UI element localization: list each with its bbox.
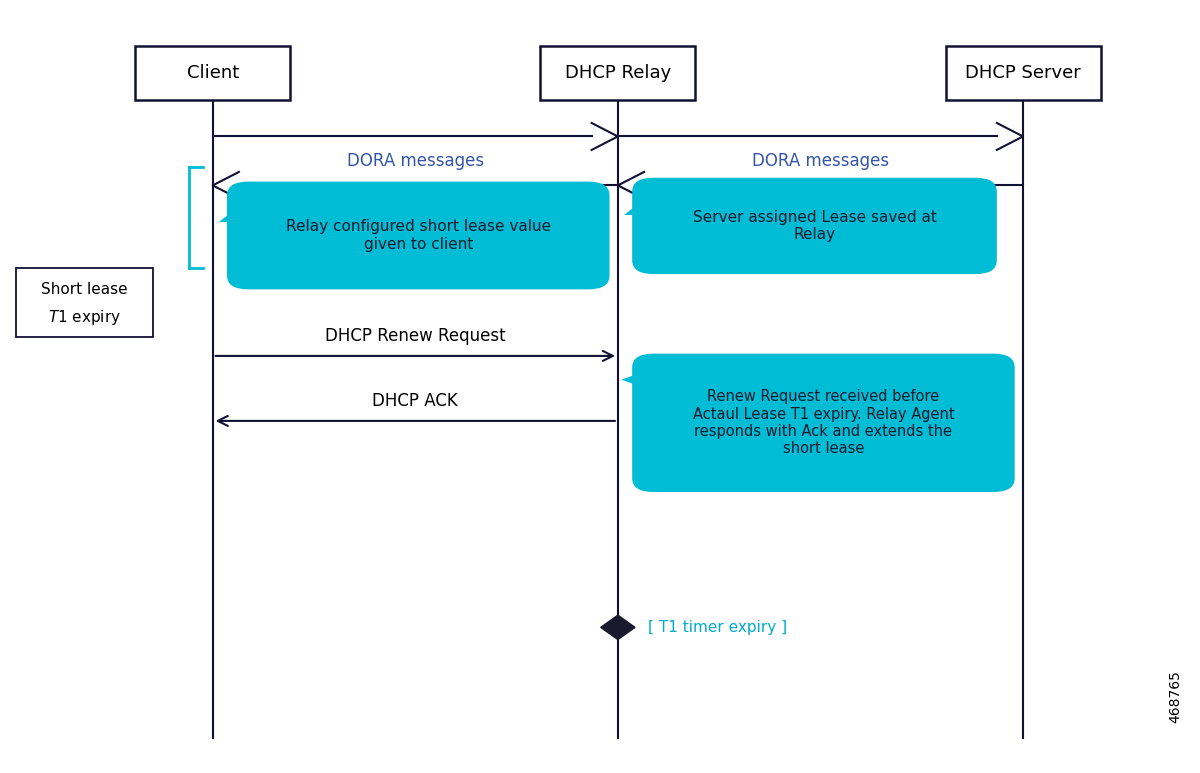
Text: DORA messages: DORA messages — [752, 152, 889, 170]
FancyBboxPatch shape — [227, 182, 610, 289]
Text: [ T1 timer expiry ]: [ T1 timer expiry ] — [648, 620, 787, 635]
Text: Relay configured short lease value
given to client: Relay configured short lease value given… — [286, 220, 551, 252]
FancyBboxPatch shape — [946, 46, 1100, 100]
Polygon shape — [601, 615, 635, 639]
Text: 468765: 468765 — [1169, 670, 1182, 723]
FancyBboxPatch shape — [540, 46, 695, 100]
Polygon shape — [622, 368, 654, 391]
Text: Short lease: Short lease — [41, 282, 128, 298]
Text: DHCP Renew Request: DHCP Renew Request — [325, 327, 505, 346]
Text: Server assigned Lease saved at
Relay: Server assigned Lease saved at Relay — [692, 209, 936, 242]
Text: Client: Client — [186, 64, 239, 82]
Text: $T1$ expiry: $T1$ expiry — [48, 308, 121, 327]
Polygon shape — [218, 199, 248, 222]
FancyBboxPatch shape — [16, 268, 154, 337]
FancyBboxPatch shape — [632, 353, 1015, 492]
Text: DHCP Server: DHCP Server — [965, 64, 1081, 82]
Text: Renew Request received before
Actaul Lease T1 expiry. Relay Agent
responds with : Renew Request received before Actaul Lea… — [692, 390, 954, 456]
FancyBboxPatch shape — [136, 46, 290, 100]
Text: DORA messages: DORA messages — [347, 152, 484, 170]
FancyBboxPatch shape — [632, 178, 997, 274]
Text: DHCP ACK: DHCP ACK — [372, 392, 458, 410]
Polygon shape — [624, 192, 654, 215]
Text: DHCP Relay: DHCP Relay — [565, 64, 671, 82]
